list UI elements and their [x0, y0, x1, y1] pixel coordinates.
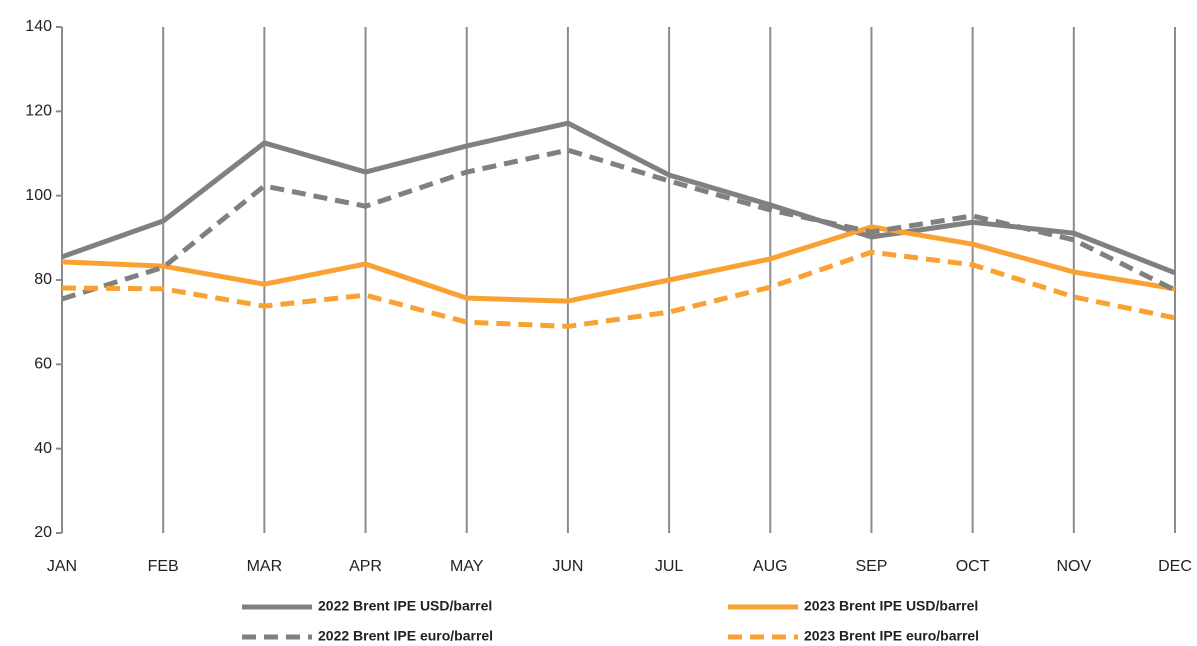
x-tick-label: JUN [552, 558, 583, 575]
y-tick-label: 120 [25, 103, 52, 120]
x-tick-label: FEB [148, 558, 179, 575]
x-tick-label: NOV [1056, 558, 1091, 575]
x-tick-label: AUG [753, 558, 788, 575]
y-tick-label: 20 [34, 524, 52, 541]
y-tick-label: 40 [34, 440, 52, 457]
x-tick-label: JAN [47, 558, 77, 575]
legend-label: 2022 Brent IPE euro/barrel [318, 628, 493, 644]
legend-label: 2023 Brent IPE USD/barrel [804, 598, 978, 614]
series-line [61, 120, 1176, 276]
x-tick-label: MAY [450, 558, 484, 575]
x-tick-label: MAR [247, 558, 283, 575]
x-tick-label: APR [349, 558, 382, 575]
x-tick-label: JUL [655, 558, 684, 575]
series-line [61, 147, 1177, 302]
series-line [61, 224, 1176, 304]
y-tick-label: 100 [25, 187, 52, 204]
y-tick-label: 140 [25, 18, 52, 35]
y-tick-label: 80 [34, 271, 52, 288]
series-line [61, 249, 1176, 329]
x-tick-label: OCT [956, 558, 990, 575]
legend-label: 2022 Brent IPE USD/barrel [318, 598, 492, 614]
y-tick-label: 60 [34, 356, 52, 373]
legend-label: 2023 Brent IPE euro/barrel [804, 628, 979, 644]
x-tick-label: DEC [1158, 558, 1192, 575]
x-tick-label: SEP [855, 558, 887, 575]
